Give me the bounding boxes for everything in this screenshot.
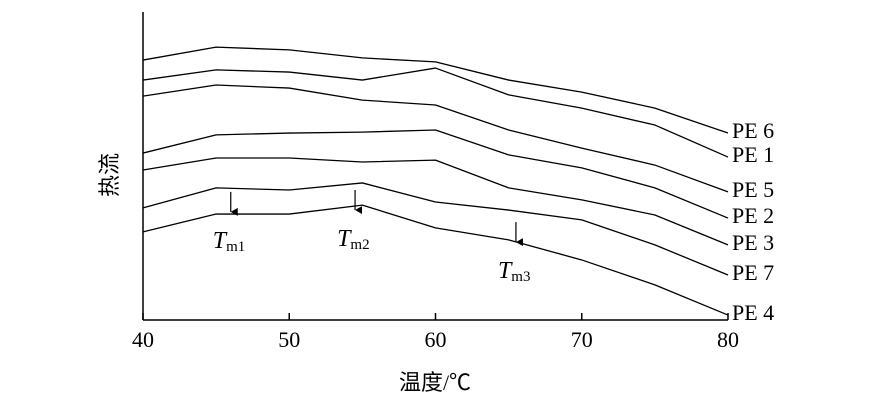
annotation-label: Tm2 (337, 226, 370, 254)
annotation-label: Tm1 (213, 227, 246, 255)
series-line (142, 129, 729, 219)
annotation-subscript: m2 (350, 237, 369, 253)
annotation-symbol: T (498, 258, 513, 284)
x-tick-label: 70 (571, 327, 593, 352)
series-line (142, 67, 729, 158)
annotation-symbol: T (337, 226, 352, 252)
series-label: PE 3 (732, 230, 774, 255)
series-label: PE 7 (732, 260, 774, 285)
annotation-subscript: m3 (511, 270, 530, 286)
series-line (142, 182, 729, 276)
annotation-label: Tm3 (498, 258, 531, 286)
series-line (142, 84, 729, 193)
annotation-subscript: m1 (226, 239, 245, 255)
series-label: PE 2 (732, 203, 774, 228)
annotation-symbol: T (213, 227, 228, 253)
series-line (142, 46, 729, 134)
x-tick-label: 50 (278, 327, 300, 352)
x-tick-label: 40 (132, 327, 154, 352)
x-tick-label: 60 (425, 327, 447, 352)
series-label: PE 1 (732, 142, 774, 167)
y-axis-title: 热流 (97, 153, 122, 197)
series-label: PE 5 (732, 177, 774, 202)
series-line (142, 157, 729, 246)
series-label: PE 4 (732, 300, 774, 325)
series-line (142, 204, 729, 316)
x-axis-title: 温度/℃ (399, 370, 471, 395)
x-tick-label: 80 (717, 327, 739, 352)
series-label: PE 6 (732, 118, 774, 143)
